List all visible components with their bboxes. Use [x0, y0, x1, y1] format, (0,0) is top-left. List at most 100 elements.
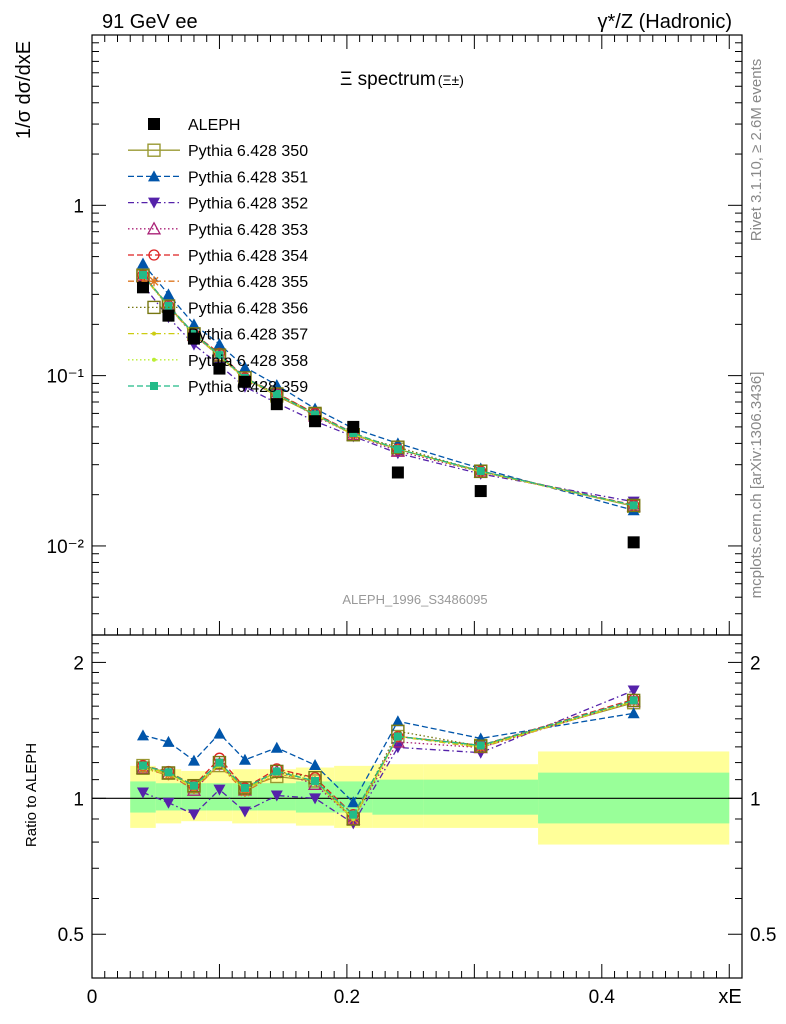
series-0: [136, 281, 640, 549]
data-point: [138, 270, 147, 279]
ratio-point: [187, 809, 200, 821]
legend-entry: Pythia 6.428 351: [128, 169, 308, 186]
ratio-y-tick-label: 1: [73, 789, 84, 810]
data-point: [391, 466, 404, 479]
ratio-point: [162, 797, 175, 809]
chart-title: Ξ spectrum (Ξ±): [340, 69, 464, 90]
ratio-point: [474, 739, 488, 753]
legend-label: Pythia 6.428 354: [188, 248, 308, 265]
chart-title-suffix: (Ξ±): [438, 72, 464, 88]
ratio-point: [240, 783, 249, 792]
ratio-point: [627, 685, 640, 697]
data-point: [162, 309, 175, 322]
ratio-line: [142, 689, 634, 825]
ratio-point: [136, 729, 149, 741]
ratio-point: [213, 727, 226, 739]
data-point: [629, 501, 638, 510]
ratio-series-10: [138, 696, 638, 819]
ratio-point: [187, 778, 201, 793]
legend-label: Pythia 6.428 355: [188, 274, 308, 291]
x-tick-label: 0: [87, 987, 98, 1008]
legend-entry: Pythia 6.428 358: [128, 353, 308, 370]
ratio-y-tick-label-right: 0.5: [750, 925, 776, 946]
legend-entry: Pythia 6.428 354: [128, 248, 308, 265]
ratio-point: [309, 759, 322, 771]
ratio-band-inner: [372, 779, 424, 815]
ratio-point: [393, 732, 402, 741]
legend-entry: ALEPH: [148, 117, 240, 134]
data-point: [213, 362, 226, 375]
data-point: [474, 464, 488, 479]
y-tick-label: 1: [73, 196, 84, 217]
ratio-band-inner: [423, 779, 539, 815]
ratio-point: [187, 754, 200, 766]
ratio-point: [309, 793, 322, 805]
ratio-point: [347, 796, 360, 808]
data-point: [187, 332, 200, 345]
data-point: [627, 536, 640, 549]
header-left: 91 GeV ee: [102, 11, 198, 33]
chart-title-main: Ξ spectrum: [340, 69, 436, 90]
ratio-point: [239, 787, 250, 798]
ratio-point: [627, 707, 640, 719]
legend-entry: Pythia 6.428 352: [128, 196, 308, 213]
data-point: [162, 288, 175, 300]
data-point: [164, 301, 173, 310]
legend-label: Pythia 6.428 350: [188, 143, 308, 160]
legend-entry: Pythia 6.428 353: [128, 221, 308, 239]
ratio-point: [270, 790, 283, 802]
ratio-point: [272, 767, 281, 776]
legend-entry: Pythia 6.428 359: [128, 379, 308, 396]
ratio-y-tick-label-right: 2: [750, 653, 761, 674]
data-point: [136, 257, 149, 269]
ratio-frame: [91, 634, 743, 979]
data-point: [311, 410, 320, 419]
x-tick-label: 0.2: [334, 987, 360, 1008]
ratio-point: [238, 781, 252, 795]
legend-entry: Pythia 6.428 355: [128, 274, 308, 291]
ratio-point: [476, 741, 485, 750]
y-tick-label: 10⁻¹: [47, 367, 85, 388]
ratio-line: [142, 699, 634, 816]
data-point: [215, 351, 224, 360]
ratio-point: [162, 735, 175, 747]
data-point: [476, 467, 485, 476]
data-point: [626, 498, 641, 513]
legend-marker: [148, 118, 160, 130]
data-point: [309, 415, 322, 428]
legend-marker: [148, 197, 160, 209]
analysis-id: ALEPH_1996_S3486095: [342, 592, 487, 607]
legend-label: Pythia 6.428 352: [188, 196, 308, 213]
ratio-point: [391, 715, 404, 727]
ratio-point: [270, 764, 284, 779]
rivet-label: Rivet 3.1.10, ≥ 2.6M events: [748, 59, 765, 242]
ratio-point: [349, 810, 358, 819]
legend-marker: [147, 300, 161, 315]
ratio-point: [270, 741, 283, 753]
legend-label: Pythia 6.428 356: [188, 300, 308, 317]
data-point: [187, 318, 200, 330]
legend-label: ALEPH: [188, 117, 240, 134]
data-point: [349, 429, 358, 438]
ratio-y-tick-label-right: 1: [750, 789, 761, 810]
ratio-point: [136, 787, 149, 799]
ratio-point: [213, 784, 226, 796]
ratio-point: [311, 776, 320, 785]
data-point: [393, 445, 402, 454]
main-ylabel: 1/σ dσ/dxE: [13, 41, 35, 139]
header-right: γ*/Z (Hadronic): [598, 11, 732, 33]
data-point: [213, 338, 226, 350]
legend-label: Pythia 6.428 359: [188, 379, 308, 396]
legend-entry: Pythia 6.428 357: [128, 327, 308, 344]
ratio-point: [215, 758, 224, 767]
ratio-ylabel: Ratio to ALEPH: [23, 743, 40, 847]
ratio-point: [212, 755, 227, 770]
x-tick-label: 0.4: [589, 987, 616, 1008]
ratio-point: [238, 806, 251, 818]
y-tick-label: 10⁻²: [47, 537, 85, 558]
xlabel: xE: [718, 986, 741, 1008]
ratio-point: [138, 761, 147, 770]
ratio-y-tick-label: 2: [73, 653, 84, 674]
legend-marker: [148, 249, 160, 261]
